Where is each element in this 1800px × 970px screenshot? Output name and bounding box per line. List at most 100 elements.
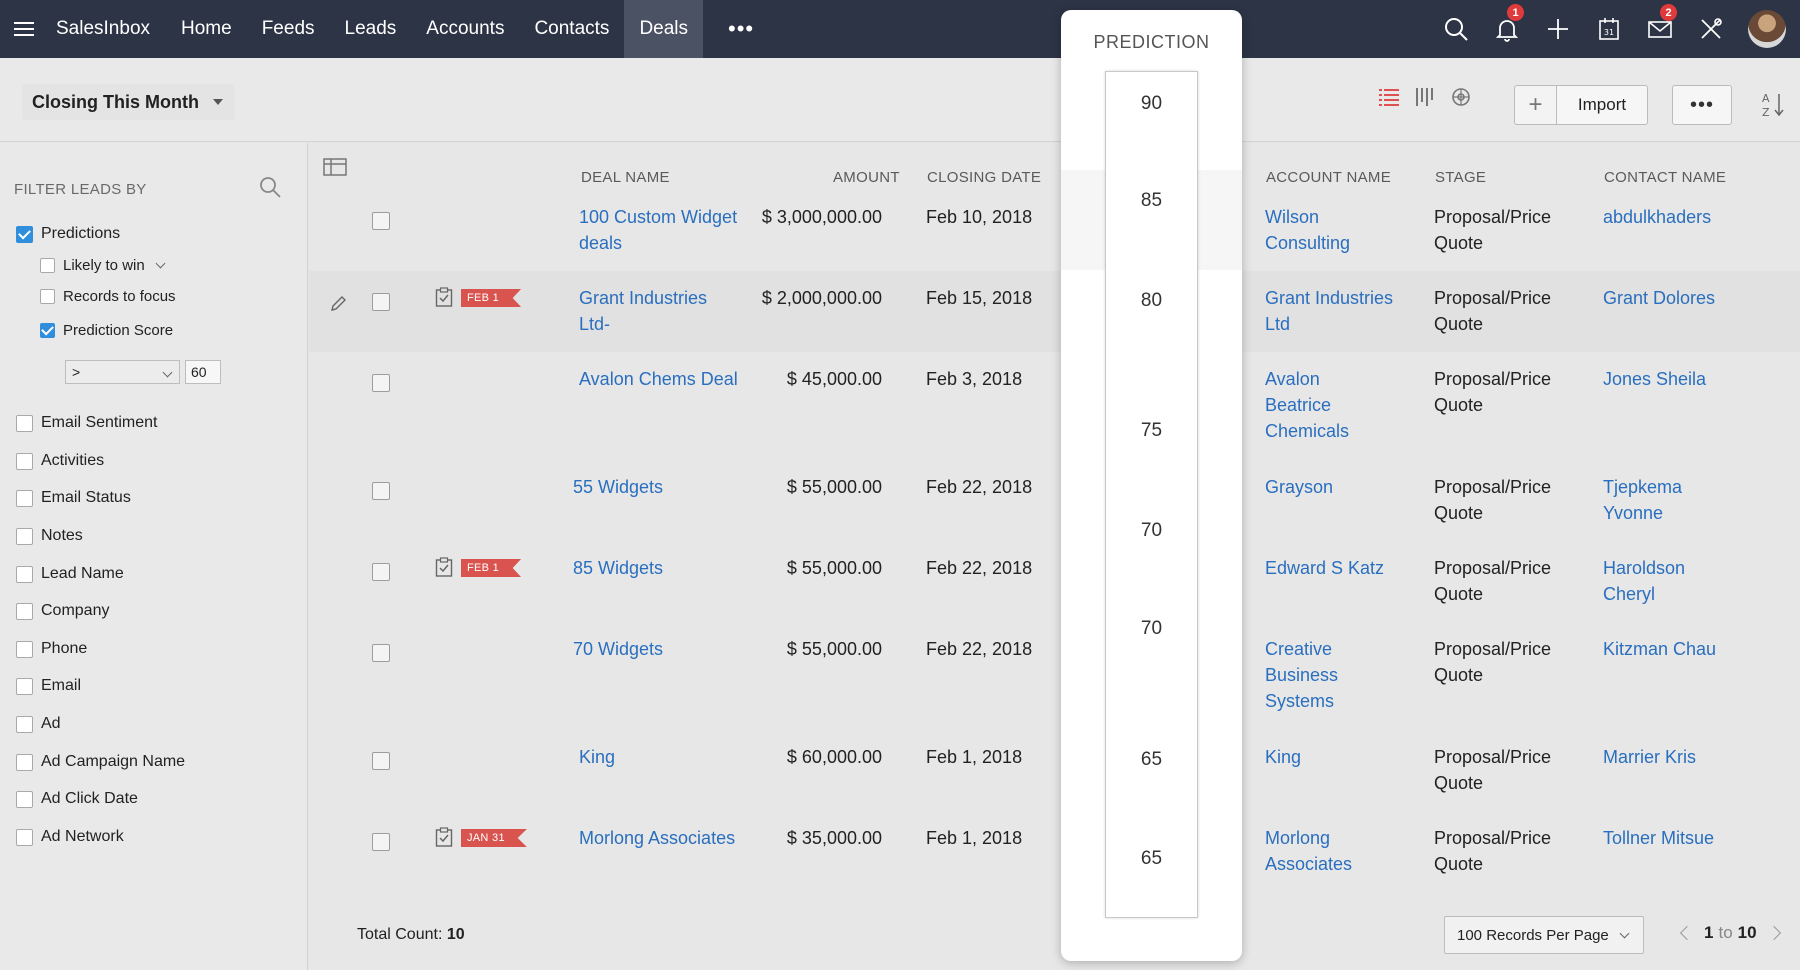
column-header-account-name[interactable]: ACCOUNT NAME — [1266, 169, 1391, 186]
table-row[interactable]: Avalon Chems Deal $ 45,000.00 Feb 3, 201… — [309, 352, 1800, 460]
likely-to-win-checkbox[interactable] — [40, 258, 55, 273]
search-icon[interactable] — [1430, 0, 1481, 58]
calendar-icon[interactable]: 31 — [1583, 0, 1634, 58]
account-name-link[interactable]: Creative Business Systems — [1265, 639, 1339, 711]
records-to-focus-checkbox[interactable] — [40, 289, 55, 304]
deal-name-link[interactable]: 70 Widgets — [573, 639, 664, 659]
more-actions-button[interactable]: ••• — [1672, 85, 1732, 125]
column-header-contact-name[interactable]: CONTACT NAME — [1604, 169, 1727, 186]
predictions-checkbox[interactable] — [16, 225, 33, 243]
tools-icon[interactable] — [1685, 0, 1736, 58]
account-name-link[interactable]: Edward S Katz — [1265, 558, 1385, 578]
deal-name-link[interactable]: 100 Custom Widget deals — [579, 207, 738, 253]
row-checkbox[interactable] — [372, 752, 390, 770]
column-header-amount[interactable]: AMOUNT — [833, 169, 900, 186]
nav-item-home[interactable]: Home — [181, 18, 232, 39]
deal-name-link[interactable]: Avalon Chems Deal — [579, 369, 738, 389]
table-row[interactable]: FEB 1 Grant Industries Ltd- $ 2,000,000.… — [309, 271, 1800, 352]
filter-email[interactable]: Email — [16, 677, 81, 695]
column-header-deal-name[interactable]: DEAL NAME — [581, 169, 670, 186]
account-name-link[interactable]: Avalon Beatrice Chemicals — [1265, 369, 1350, 441]
account-name-link[interactable]: Wilson Consulting — [1265, 207, 1351, 253]
filter-lead-name[interactable]: Lead Name — [16, 565, 124, 583]
filter-checkbox[interactable] — [16, 640, 33, 658]
column-header-closing-date[interactable]: CLOSING DATE — [927, 169, 1042, 186]
filter-checkbox[interactable] — [16, 414, 33, 432]
deal-name-link[interactable]: Grant Industries Ltd- — [579, 288, 708, 334]
chart-view-icon[interactable] — [1450, 86, 1472, 113]
deal-name-link[interactable]: Morlong Associates — [579, 828, 736, 848]
column-header-stage[interactable]: STAGE — [1435, 169, 1487, 186]
filter-ad-network[interactable]: Ad Network — [16, 828, 124, 846]
row-checkbox[interactable] — [372, 833, 390, 851]
filter-email-status[interactable]: Email Status — [16, 489, 131, 507]
filter-checkbox[interactable] — [16, 677, 33, 695]
contact-name-link[interactable]: Tollner Mitsue — [1603, 828, 1715, 848]
mail-icon[interactable]: 2 — [1634, 0, 1685, 58]
table-row[interactable]: 70 Widgets $ 55,000.00 Feb 22, 2018 Crea… — [309, 622, 1800, 730]
view-selector[interactable]: Closing This Month — [22, 84, 235, 120]
search-icon[interactable] — [258, 175, 282, 204]
filter-checkbox[interactable] — [16, 452, 33, 470]
filter-email-sentiment[interactable]: Email Sentiment — [16, 414, 158, 432]
filter-checkbox[interactable] — [16, 715, 33, 733]
filter-company[interactable]: Company — [16, 602, 109, 620]
bell-icon[interactable]: 1 — [1481, 0, 1532, 58]
contact-name-link[interactable]: Grant Dolores — [1603, 288, 1716, 308]
add-deal-button[interactable]: + — [1514, 85, 1556, 125]
row-checkbox[interactable] — [372, 482, 390, 500]
nav-item-contacts[interactable]: Contacts — [534, 18, 610, 39]
task-check-icon[interactable] — [435, 287, 453, 312]
task-check-icon[interactable] — [435, 557, 453, 582]
filter-likely-to-win[interactable]: Likely to win — [40, 257, 166, 274]
contact-name-link[interactable]: Tjepkema Yvonne — [1603, 477, 1683, 523]
row-checkbox[interactable] — [372, 374, 390, 392]
account-name-link[interactable]: Morlong Associates — [1265, 828, 1353, 874]
filter-records-to-focus[interactable]: Records to focus — [40, 288, 176, 305]
row-checkbox[interactable] — [372, 212, 390, 230]
filter-checkbox[interactable] — [16, 828, 33, 846]
row-checkbox[interactable] — [372, 563, 390, 581]
chevron-right-icon[interactable] — [1766, 925, 1781, 941]
nav-item-deals[interactable]: Deals — [624, 0, 704, 58]
table-row[interactable]: King $ 60,000.00 Feb 1, 2018 King Propos… — [309, 730, 1800, 811]
filter-checkbox[interactable] — [16, 602, 33, 620]
filter-checkbox[interactable] — [16, 790, 33, 808]
contact-name-link[interactable]: Haroldson Cheryl — [1603, 558, 1686, 604]
edit-pencil-icon[interactable] — [329, 295, 347, 318]
contact-name-link[interactable]: abdulkhaders — [1603, 207, 1712, 227]
filter-phone[interactable]: Phone — [16, 640, 87, 658]
table-row[interactable]: 55 Widgets $ 55,000.00 Feb 22, 2018 Gray… — [309, 460, 1800, 541]
column-settings-icon[interactable] — [323, 156, 349, 183]
nav-item-leads[interactable]: Leads — [344, 18, 397, 39]
nav-item-salesinbox[interactable]: SalesInbox — [56, 18, 151, 39]
table-row[interactable]: FEB 1 85 Widgets $ 55,000.00 Feb 22, 201… — [309, 541, 1800, 622]
chevron-left-icon[interactable] — [1679, 925, 1695, 941]
menu-icon[interactable] — [0, 0, 48, 58]
prediction-score-checkbox[interactable] — [40, 323, 55, 338]
list-view-icon[interactable] — [1378, 86, 1400, 113]
table-row[interactable]: JAN 31 Morlong Associates $ 35,000.00 Fe… — [309, 811, 1800, 896]
deal-name-link[interactable]: 85 Widgets — [573, 558, 664, 578]
contact-name-link[interactable]: Jones Sheila — [1603, 369, 1707, 389]
account-name-link[interactable]: King — [1265, 747, 1302, 767]
row-checkbox[interactable] — [372, 293, 390, 311]
filter-ad-click-date[interactable]: Ad Click Date — [16, 790, 138, 808]
nav-item-feeds[interactable]: Feeds — [261, 18, 315, 39]
filter-prediction-score[interactable]: Prediction Score — [40, 322, 173, 339]
row-checkbox[interactable] — [372, 644, 390, 662]
account-name-link[interactable]: Grant Industries Ltd — [1265, 288, 1394, 334]
filter-checkbox[interactable] — [16, 565, 33, 583]
records-per-page-select[interactable]: 100 Records Per Page — [1444, 916, 1644, 954]
nav-item-accounts[interactable]: Accounts — [426, 18, 505, 39]
filter-predictions[interactable]: Predictions — [16, 225, 120, 243]
nav-more-button[interactable]: ••• — [728, 16, 755, 41]
filter-notes[interactable]: Notes — [16, 527, 83, 545]
filter-checkbox[interactable] — [16, 527, 33, 545]
kanban-view-icon[interactable] — [1414, 86, 1436, 113]
score-operator-select[interactable]: > — [65, 360, 180, 384]
table-row[interactable]: 100 Custom Widget deals $ 3,000,000.00 F… — [309, 190, 1800, 271]
filter-ad[interactable]: Ad — [16, 715, 61, 733]
deal-name-link[interactable]: King — [579, 747, 616, 767]
